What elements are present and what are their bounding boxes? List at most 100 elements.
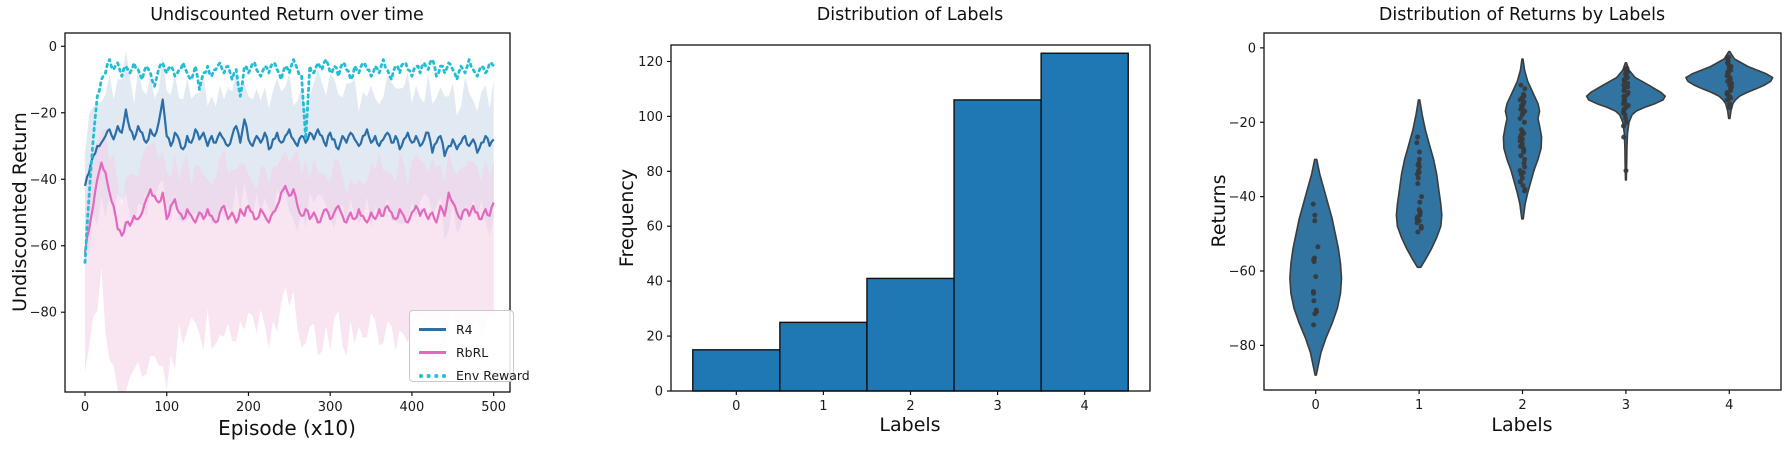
violin-point — [1725, 78, 1731, 84]
rbrl-band — [85, 129, 494, 392]
y-tick-label: −80 — [30, 306, 57, 321]
violin-1-points — [1414, 134, 1425, 235]
violin-point — [1521, 160, 1527, 166]
violin-point — [1522, 188, 1527, 194]
violin-point — [1415, 181, 1421, 187]
violin-point — [1417, 199, 1423, 205]
chart1-title: Undiscounted Return over time — [150, 5, 424, 25]
histogram-bars — [692, 52, 1129, 392]
y-tick-label: −40 — [30, 173, 57, 188]
x-tick-label: 300 — [318, 400, 343, 415]
violin-point — [1521, 149, 1527, 155]
y-tick-label: 20 — [646, 330, 663, 345]
histogram-bar-0 — [692, 349, 781, 392]
x-tick-label: 2 — [1518, 398, 1526, 413]
violin-point — [1519, 112, 1525, 118]
y-tick-label: 60 — [646, 220, 663, 235]
violin-point — [1517, 116, 1523, 121]
violin-point — [1312, 311, 1318, 317]
violin-point — [1311, 322, 1317, 328]
violin-point — [1518, 106, 1524, 112]
y-tick-label: 120 — [638, 55, 663, 70]
violin-point — [1313, 274, 1319, 280]
x-tick-label: 400 — [400, 400, 425, 415]
legend-swatch-r4 — [419, 328, 446, 331]
x-tick-label: 0 — [1312, 398, 1320, 413]
x-tick-label: 200 — [236, 400, 261, 415]
x-tick-label: 4 — [1081, 399, 1089, 414]
violin-point — [1414, 140, 1420, 146]
x-tick-label: 1 — [819, 399, 827, 414]
violin-point — [1724, 97, 1730, 103]
chart2-ylabel: Frequency — [616, 168, 638, 268]
chart1-ylabel: Undiscounted Return — [9, 112, 31, 312]
legend-item-r4: R4 — [419, 318, 503, 341]
y-tick-label: −80 — [1229, 339, 1256, 354]
r4-line — [83, 98, 495, 187]
violin-point — [1310, 201, 1316, 207]
x-tick-label: 3 — [1622, 398, 1630, 413]
legend-swatch-rbrl — [419, 351, 446, 354]
violin-point — [1315, 244, 1321, 250]
violin-point — [1622, 112, 1628, 118]
violin-point — [1414, 220, 1420, 226]
chart3-ylabel: Returns — [1208, 174, 1230, 248]
violin-point — [1621, 82, 1627, 88]
violin-point — [1727, 101, 1733, 107]
x-tick-label: 0 — [732, 399, 740, 414]
violin-point — [1518, 82, 1524, 88]
violin-point — [1726, 104, 1732, 110]
y-tick-label: −60 — [1229, 265, 1256, 280]
y-tick-label: 40 — [646, 275, 663, 290]
env-reward-line — [83, 58, 496, 264]
violin-point — [1519, 175, 1525, 181]
violin-point — [1419, 194, 1425, 200]
violin-point — [1312, 218, 1318, 224]
x-tick-label: 100 — [154, 400, 179, 415]
legend-swatch-env-reward — [419, 373, 446, 378]
violin-point — [1415, 134, 1421, 140]
y-tick-label: −20 — [30, 106, 57, 121]
y-tick-label: 0 — [655, 385, 663, 400]
violin-point — [1517, 97, 1523, 103]
chart1-xlabel: Episode (x10) — [218, 416, 356, 440]
returns-over-time-axes: 0 100 200 300 400 500 0 −20 −40 −60 −80 — [30, 32, 511, 415]
violin-point — [1517, 179, 1523, 185]
violin-point — [1418, 225, 1424, 231]
violin-point — [1417, 149, 1422, 155]
violin-point — [1518, 153, 1524, 159]
violin-point — [1311, 259, 1317, 265]
y-tick-label: 0 — [49, 40, 57, 55]
chart3-xlabel: Labels — [1491, 414, 1553, 436]
violin-point — [1415, 229, 1421, 235]
x-tick-label: 3 — [993, 399, 1001, 414]
legend-label-env-reward: Env Reward — [456, 368, 530, 383]
violin-point — [1311, 298, 1317, 304]
x-tick-label: 4 — [1725, 398, 1733, 413]
x-tick-label: 0 — [81, 400, 89, 415]
chart2-xlabel: Labels — [879, 414, 941, 436]
violin-point — [1621, 134, 1627, 140]
y-tick-label: −40 — [1229, 190, 1256, 205]
violin-point — [1621, 88, 1627, 94]
violin-point — [1522, 156, 1528, 162]
violin-0-points — [1310, 201, 1321, 328]
x-tick-label: 2 — [906, 399, 914, 414]
y-tick-label: 0 — [1248, 41, 1256, 56]
violin-point — [1621, 123, 1626, 129]
legend-item-rbrl: RbRL — [419, 341, 503, 364]
histogram-bar-3 — [953, 99, 1042, 392]
y-tick-label: −60 — [30, 239, 57, 254]
violin-point — [1522, 86, 1528, 92]
violin-4-points — [1724, 54, 1735, 110]
histogram-bar-4 — [1040, 52, 1129, 392]
y-tick-label: 100 — [638, 110, 663, 125]
chart3-title: Distribution of Returns by Labels — [1378, 5, 1666, 25]
returns-by-label-axes: 0 1 2 3 4 0 −20 −40 −60 −80 — [1229, 32, 1782, 413]
violin-point — [1623, 168, 1629, 174]
violin-point — [1520, 183, 1526, 188]
violin-point — [1625, 80, 1631, 86]
violin-2-points — [1517, 82, 1528, 194]
